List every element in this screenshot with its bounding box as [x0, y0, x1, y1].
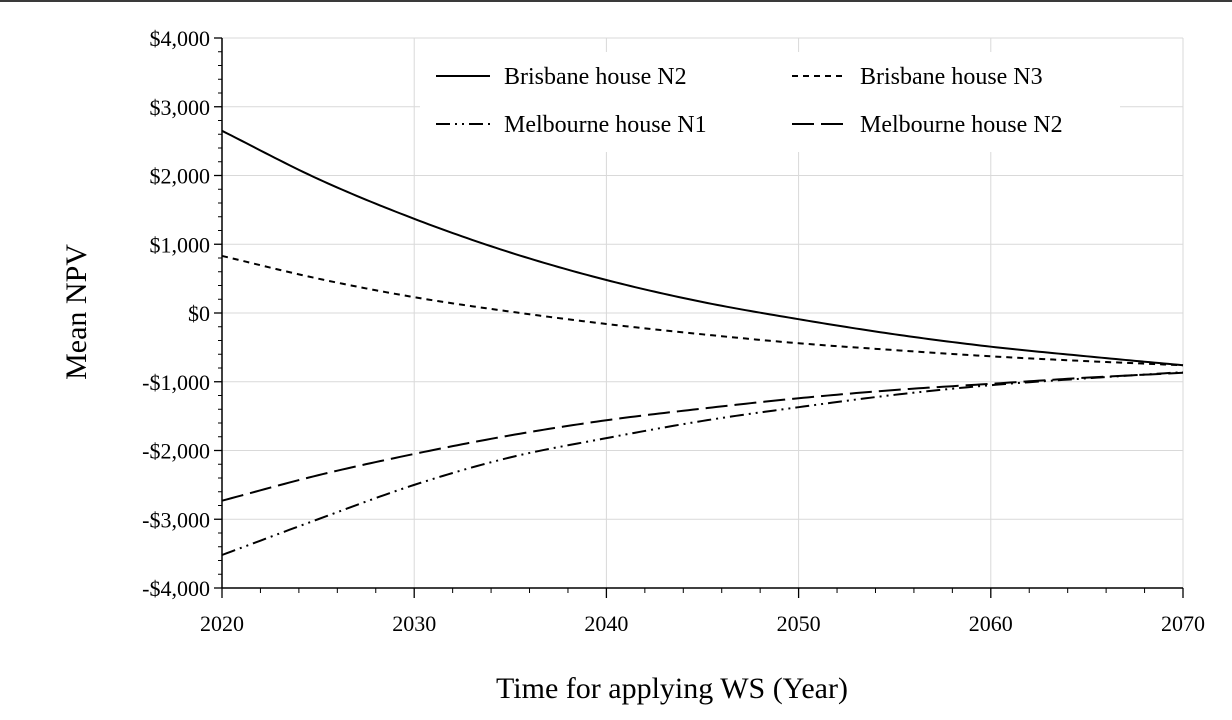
y-tick-label: -$2,000 — [142, 439, 210, 464]
y-tick-label: $3,000 — [150, 95, 211, 120]
y-tick-label: $1,000 — [150, 232, 211, 257]
legend-label-2: Brisbane house N3 — [860, 64, 1043, 90]
x-tick-label: 2040 — [584, 611, 628, 636]
series-line-3 — [221, 371, 1184, 556]
gridlines — [222, 37, 1184, 588]
x-tick-label: 2030 — [392, 611, 436, 636]
y-tick-label: $4,000 — [150, 26, 211, 51]
series-lines — [221, 129, 1184, 556]
y-tick-label: -$1,000 — [142, 370, 210, 395]
x-tick-label: 2020 — [200, 611, 244, 636]
y-tick-label: $0 — [188, 301, 210, 326]
legend-label-1: Brisbane house N2 — [504, 64, 687, 90]
legend-background — [420, 52, 1120, 152]
legend-label-4: Melbourne house N2 — [860, 112, 1063, 138]
legend: Brisbane house N2 Brisbane house N3 Melbou… — [436, 64, 1063, 138]
y-tick-label: -$3,000 — [142, 507, 210, 532]
y-axis-title: Mean NPV — [60, 244, 93, 380]
x-tick-label: 2060 — [969, 611, 1013, 636]
y-tick-label: $2,000 — [150, 164, 211, 189]
top-rule — [0, 0, 1232, 2]
y-tick-label: -$4,000 — [142, 576, 210, 601]
series-line-2 — [221, 254, 1184, 367]
series-line-1 — [221, 129, 1184, 367]
series-line-4 — [221, 371, 1184, 502]
legend-label-3: Melbourne house N1 — [504, 112, 707, 138]
x-tick-label: 2070 — [1161, 611, 1205, 636]
x-tick-label: 2050 — [777, 611, 821, 636]
x-axis-title: Time for applying WS (Year) — [496, 672, 848, 705]
axis-ticks: -$4,000 -$3,000 -$2,000 -$1,000 $0 $1,000 $2,0… — [142, 26, 1205, 636]
